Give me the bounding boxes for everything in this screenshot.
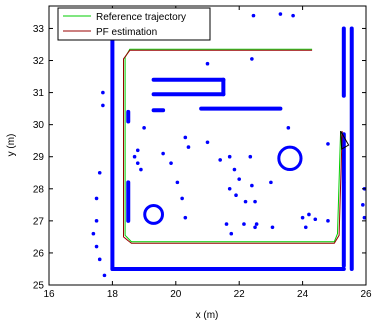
map-point — [278, 12, 283, 16]
map-point — [224, 222, 229, 226]
map-point — [326, 219, 330, 223]
map-point — [183, 135, 188, 140]
map-point — [251, 13, 256, 18]
map-point — [183, 215, 188, 220]
map-point — [142, 126, 146, 130]
map-point — [94, 244, 99, 249]
map-point — [232, 167, 237, 172]
map-ring — [143, 203, 164, 225]
y-tick-label: 30 — [33, 120, 45, 131]
y-tick-label: 28 — [33, 184, 45, 195]
map-point — [250, 183, 254, 188]
map-point — [161, 151, 165, 156]
x-tick-label: 22 — [234, 289, 246, 300]
map-point — [243, 199, 248, 204]
x-axis-label: x (m) — [196, 310, 219, 321]
map-ring — [277, 145, 303, 172]
y-tick-label: 31 — [33, 88, 45, 99]
map-point — [91, 231, 96, 236]
y-tick-label: 29 — [33, 152, 45, 163]
x-tick-label: 24 — [297, 289, 309, 300]
map-point — [218, 158, 222, 162]
map-point — [250, 57, 254, 61]
map-point — [101, 90, 105, 95]
map-point — [97, 170, 102, 175]
legend: Reference trajectory PF estimation — [57, 7, 211, 41]
map-point — [135, 161, 140, 165]
y-tick-label: 32 — [33, 56, 45, 67]
robot-pose-arrow — [340, 130, 350, 150]
map-point — [94, 196, 99, 201]
map-point — [180, 196, 184, 201]
x-tick-label: 16 — [43, 289, 55, 300]
map-point — [253, 225, 257, 230]
map-point — [169, 161, 173, 165]
map-point — [326, 142, 330, 146]
map-point — [270, 225, 275, 230]
map-point — [342, 180, 346, 185]
pf-estimation-line — [123, 49, 343, 244]
map-point — [303, 225, 308, 230]
map-point — [132, 154, 137, 159]
y-axis-label: y (m) — [6, 134, 17, 157]
map-point — [205, 140, 210, 145]
y-tick-label: 27 — [33, 216, 45, 227]
map-point — [227, 186, 232, 191]
map-point — [362, 215, 366, 220]
map-point — [300, 215, 305, 220]
plot-frame — [48, 5, 367, 286]
y-tick-label: 25 — [33, 281, 45, 292]
x-tick-label: 20 — [170, 289, 182, 300]
map-point — [307, 212, 311, 217]
map-point — [248, 154, 253, 159]
map-point — [286, 126, 291, 130]
map-point — [234, 193, 238, 198]
legend-label-reference: Reference trajectory — [96, 12, 186, 23]
map-point — [139, 167, 143, 172]
map-point — [97, 257, 102, 262]
map-point — [254, 222, 259, 226]
x-tick-label: 18 — [107, 289, 119, 300]
y-tick-label: 26 — [33, 248, 45, 259]
map-point — [175, 180, 180, 185]
map-point — [102, 273, 107, 278]
map-point — [94, 219, 99, 223]
map-point — [227, 154, 232, 159]
map-point — [237, 177, 241, 181]
y-tick-label: 33 — [33, 24, 45, 35]
map-point — [205, 61, 210, 66]
map-point — [361, 203, 365, 207]
map-point — [269, 180, 273, 185]
map-point — [253, 199, 257, 204]
legend-label-estimate: PF estimation — [96, 27, 157, 38]
map-point — [135, 148, 140, 153]
legend-box — [57, 7, 211, 41]
map-point — [313, 217, 318, 222]
map-point — [101, 103, 105, 108]
map-point — [291, 13, 295, 18]
map-point — [229, 231, 234, 236]
map-point — [186, 145, 191, 149]
map-point — [242, 222, 246, 226]
x-tick-label: 26 — [360, 289, 372, 300]
